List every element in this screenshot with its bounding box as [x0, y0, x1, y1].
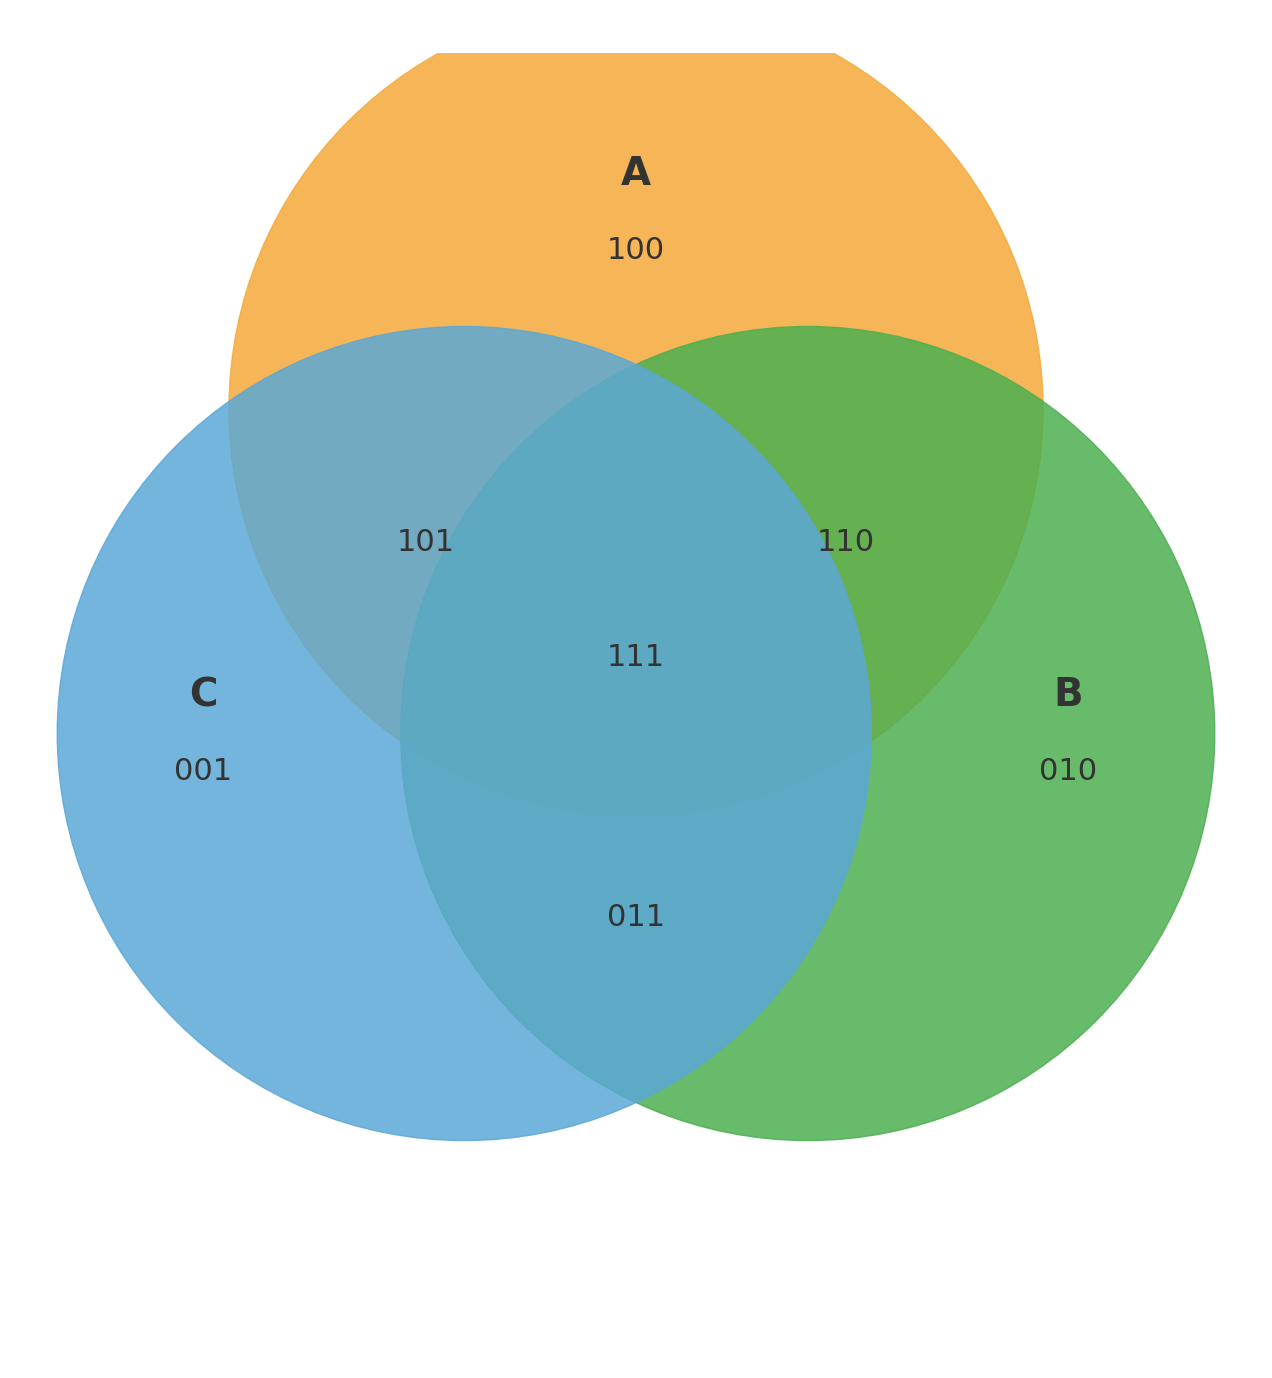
Text: A: A	[621, 154, 651, 193]
Text: B: B	[1053, 677, 1084, 714]
Text: 110: 110	[817, 528, 875, 557]
Text: 100: 100	[607, 236, 665, 265]
Circle shape	[57, 327, 871, 1141]
Text: 111: 111	[607, 642, 665, 671]
Text: 001: 001	[174, 757, 233, 787]
Circle shape	[229, 3, 1043, 816]
Text: 010: 010	[1039, 757, 1098, 787]
Text: C: C	[190, 677, 218, 714]
Circle shape	[401, 327, 1215, 1141]
Text: 011: 011	[607, 904, 665, 933]
Text: 101: 101	[397, 528, 455, 557]
